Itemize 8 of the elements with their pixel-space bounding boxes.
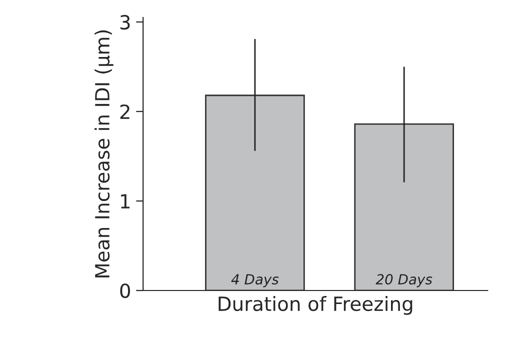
x-tick-label: 20 Days xyxy=(376,274,432,288)
y-tick-label: 2 xyxy=(120,104,130,119)
x-tick-label: 4 Days xyxy=(231,274,279,288)
y-tick-label: 0 xyxy=(120,283,130,298)
x-axis-title: Duration of Freezing xyxy=(218,296,412,315)
y-tick-label: 1 xyxy=(121,194,130,208)
y-axis-title: Mean Increase in IDI (μm) xyxy=(94,30,114,278)
y-tick-label: 3 xyxy=(120,14,130,30)
